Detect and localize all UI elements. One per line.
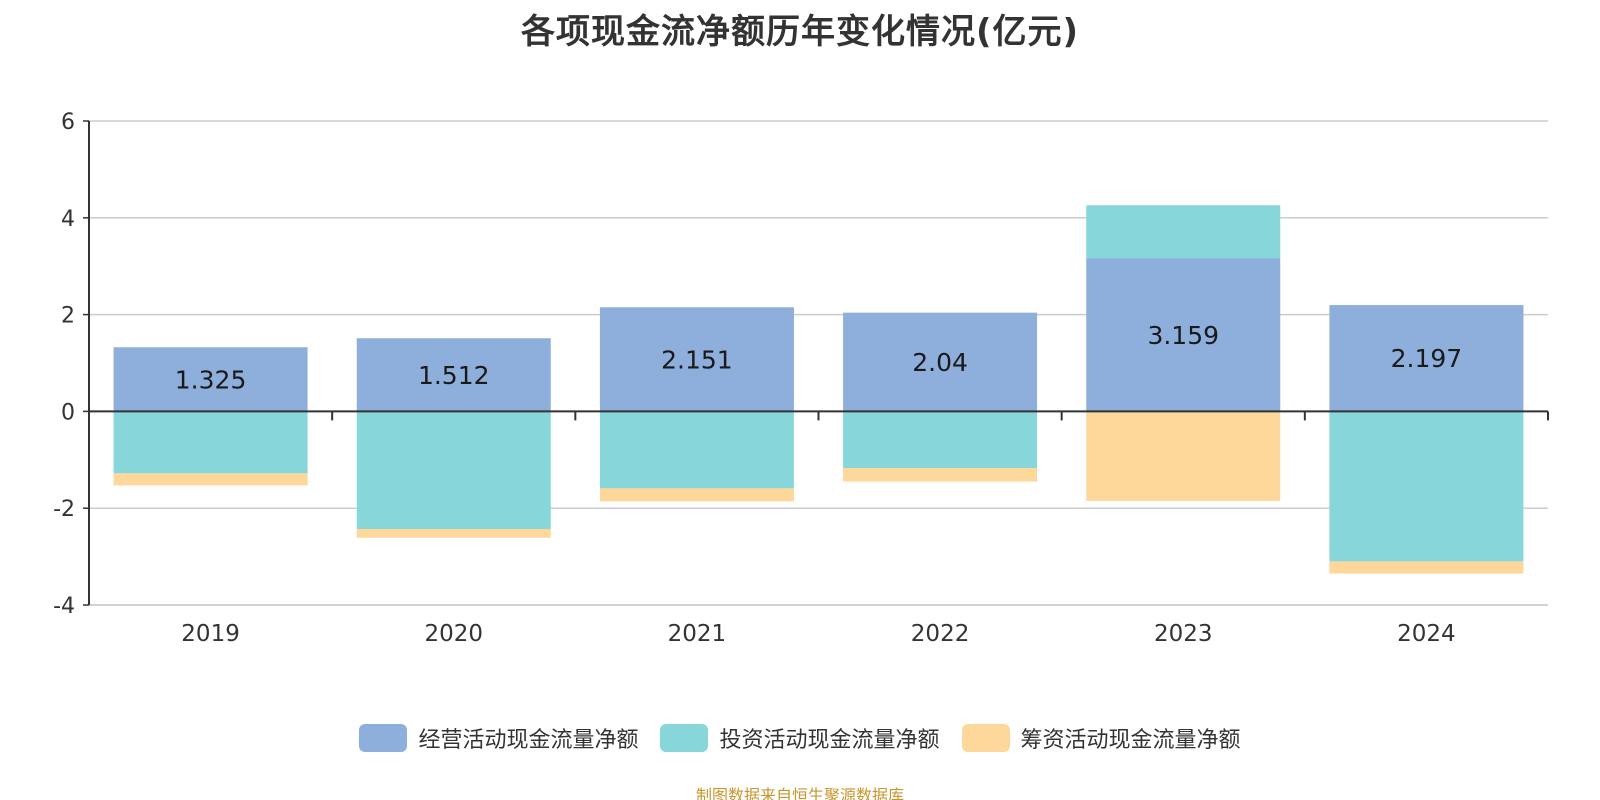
data-label: 1.512 (418, 361, 490, 390)
bar-financing-2020 (356, 529, 551, 538)
bar-investing-2021 (599, 411, 794, 489)
x-tick-label: 2022 (911, 621, 970, 647)
bar-financing-2021 (599, 488, 794, 502)
x-tick-label: 2019 (181, 621, 240, 647)
y-tick-label: 6 (61, 110, 75, 135)
legend-swatch-operating (359, 724, 408, 752)
bar-financing-2024 (1329, 561, 1524, 574)
bar-operating-2020 (356, 338, 551, 412)
data-label: 2.197 (1391, 344, 1463, 373)
bar-operating-2019 (113, 347, 308, 412)
legend-label-operating: 经营活动现金流量净额 (418, 728, 639, 753)
bar-investing-2019 (113, 411, 308, 474)
source-note: 制图数据来自恒生聚源数据库 (695, 786, 904, 800)
legend-label-financing: 筹资活动现金流量净额 (1020, 728, 1241, 753)
data-label: 2.04 (912, 348, 968, 377)
y-tick-label: 2 (61, 304, 75, 329)
y-tick-label: -4 (53, 594, 75, 619)
legend-item-financing[interactable]: 筹资活动现金流量净额 (961, 722, 1241, 754)
x-tick-label: 2021 (668, 621, 727, 647)
data-label: 2.151 (661, 345, 733, 374)
bar-financing-2019 (113, 473, 308, 486)
y-tick-label: -2 (53, 497, 75, 522)
x-tick-label: 2024 (1397, 621, 1456, 647)
bar-investing-2022 (843, 411, 1038, 469)
bar-investing-2023 (1086, 205, 1281, 259)
bar-operating-2024 (1329, 305, 1524, 412)
y-tick-label: 0 (61, 400, 75, 425)
legend-swatch-investing (660, 724, 709, 752)
bar-financing-2022 (843, 468, 1038, 482)
bar-investing-2024 (1329, 411, 1524, 562)
chart-legend: 经营活动现金流量净额 投资活动现金流量净额 筹资活动现金流量净额 (0, 722, 1600, 754)
bar-investing-2020 (356, 411, 551, 530)
bar-operating-2021 (599, 307, 794, 412)
data-label: 3.159 (1147, 321, 1219, 350)
legend-swatch-financing (961, 724, 1010, 752)
bar-operating-2022 (843, 312, 1038, 412)
chart-plot: 6 4 2 0 -2 -4 1.325 2019 1.512 2020 2.151 2021 2.04 2… (53, 110, 1549, 647)
chart-title: 各项现金流净额历年变化情况(亿元) (520, 12, 1080, 52)
legend-item-investing[interactable]: 投资活动现金流量净额 (660, 722, 940, 754)
bar-operating-2023 (1086, 258, 1281, 412)
x-tick-label: 2023 (1154, 621, 1213, 647)
x-tick-label: 2020 (424, 621, 483, 647)
legend-item-operating[interactable]: 经营活动现金流量净额 (359, 722, 638, 754)
bar-financing-2023 (1086, 411, 1281, 501)
legend-label-investing: 投资活动现金流量净额 (719, 728, 940, 753)
y-tick-label: 4 (61, 207, 75, 232)
data-label: 1.325 (175, 365, 247, 394)
